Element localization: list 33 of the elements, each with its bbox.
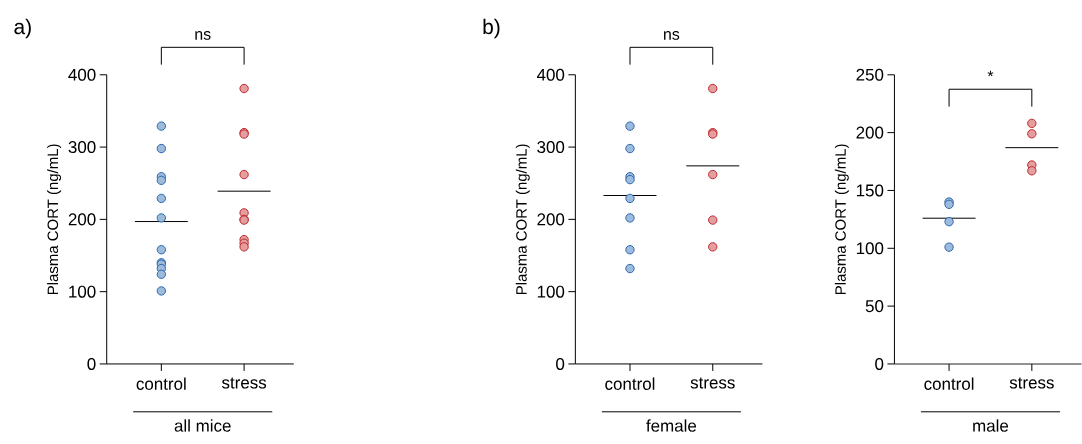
y-axis-title: Plasma CORT (ng/mL) xyxy=(834,144,849,295)
y-tick-label: 50 xyxy=(865,300,884,313)
y-tick-label: 150 xyxy=(856,184,884,197)
y-tick-label: 250 xyxy=(856,68,884,81)
y-tick-label: 0 xyxy=(87,358,96,371)
y-tick-label: 400 xyxy=(536,68,565,81)
x-axis-title: all mice xyxy=(174,419,231,432)
y-tick-label: 300 xyxy=(537,141,565,154)
y-tick-label: 100 xyxy=(856,242,884,255)
x-tick-label: control xyxy=(605,377,655,391)
x-axis-title: female xyxy=(646,419,697,432)
x-tick-label: control xyxy=(924,377,974,391)
y-tick-label: 200 xyxy=(856,126,884,139)
text: b) xyxy=(483,19,500,39)
text: ns xyxy=(195,31,211,40)
y-axis-title: Plasma CORT (ng/mL) xyxy=(47,144,62,295)
y-tick-label: 400 xyxy=(68,68,96,81)
y-tick-label: 0 xyxy=(875,358,884,371)
text: a) xyxy=(14,19,31,39)
y-tick-label: 100 xyxy=(537,285,565,298)
y-tick-label: 300 xyxy=(68,141,96,154)
y-tick-label: 200 xyxy=(68,213,96,226)
x-tick-label: control xyxy=(136,377,186,391)
text: ns xyxy=(664,31,680,40)
y-axis-title: Plasma CORT (ng/mL) xyxy=(515,144,530,295)
y-tick-label: 0 xyxy=(556,358,565,371)
y-tick-label: 100 xyxy=(69,285,96,298)
x-axis-title: male xyxy=(973,419,1009,432)
y-tick-label: 200 xyxy=(537,213,565,226)
x-tick-label: stress xyxy=(221,377,267,389)
x-tick-label: stress xyxy=(1009,377,1054,389)
x-tick-label: stress xyxy=(690,377,735,389)
annotation: * xyxy=(987,70,994,77)
